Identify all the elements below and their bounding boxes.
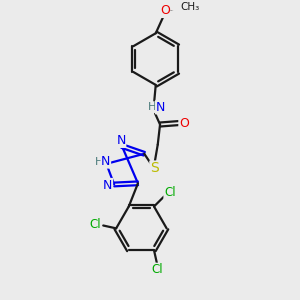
Text: N: N — [101, 155, 110, 168]
Text: O: O — [179, 117, 189, 130]
Text: O: O — [160, 4, 170, 17]
Text: Cl: Cl — [90, 218, 101, 231]
Text: Cl: Cl — [152, 263, 163, 276]
Text: S: S — [150, 161, 159, 175]
Text: CH₃: CH₃ — [181, 2, 200, 12]
Text: N: N — [156, 101, 165, 114]
Text: Cl: Cl — [164, 186, 176, 199]
Text: H: H — [95, 157, 103, 166]
Text: N: N — [103, 178, 112, 191]
Text: N: N — [116, 134, 126, 147]
Text: H: H — [148, 102, 156, 112]
